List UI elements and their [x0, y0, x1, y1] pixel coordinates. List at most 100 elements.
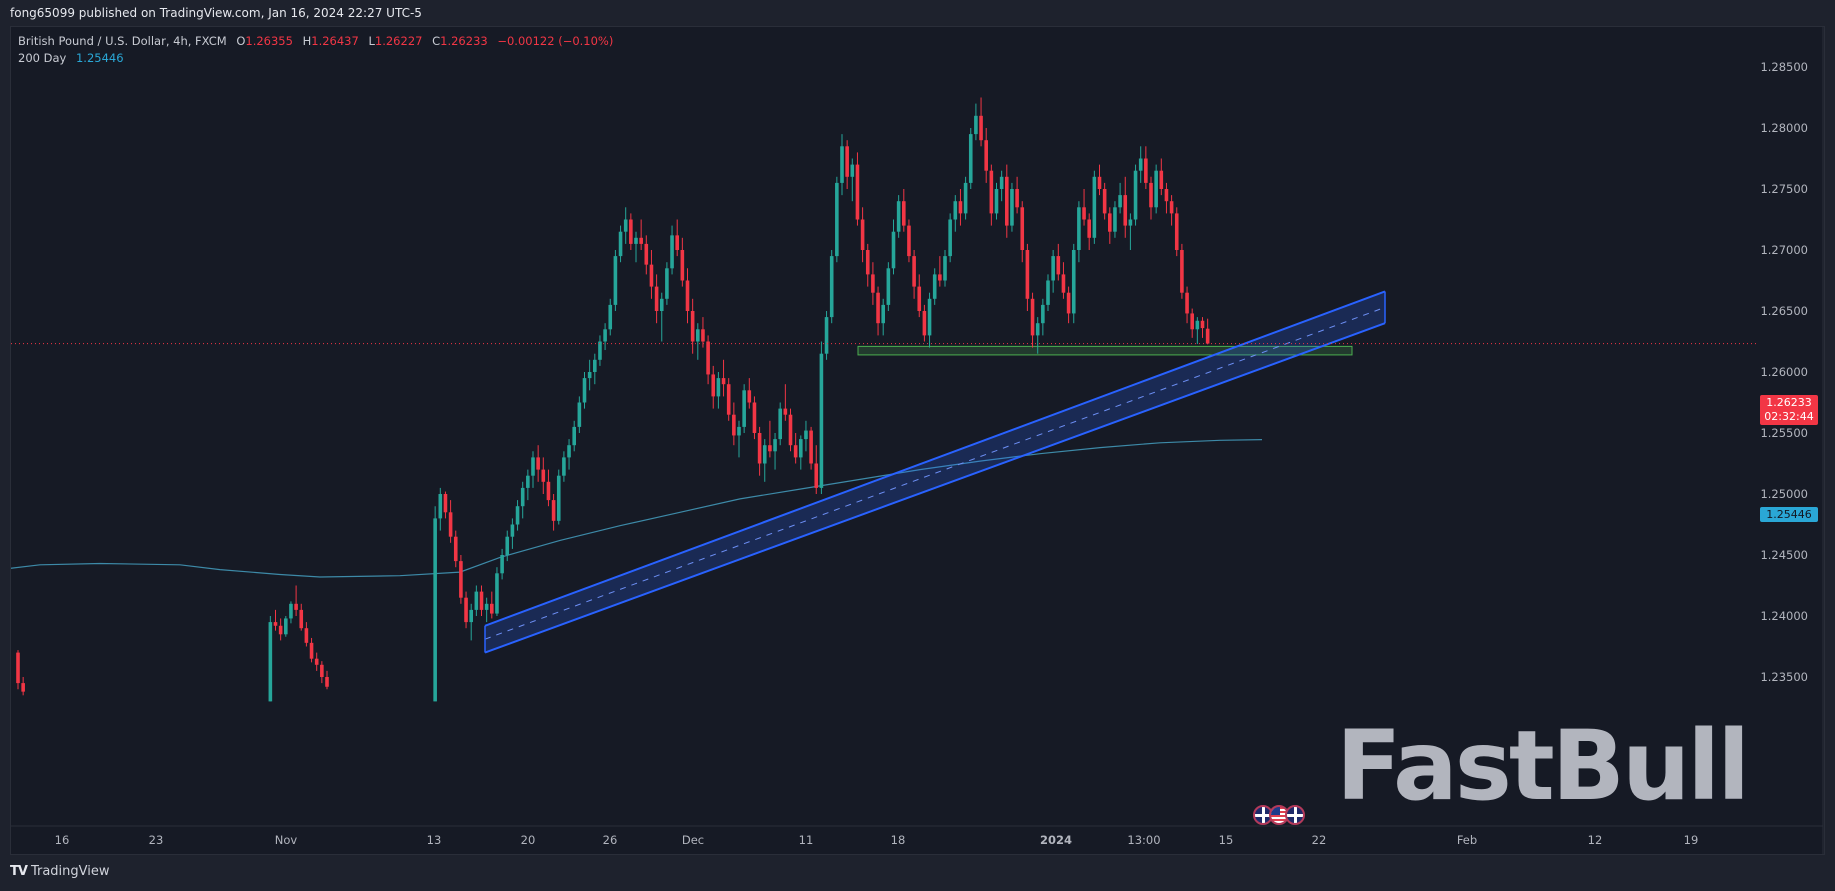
candle-body [850, 164, 855, 177]
plot-area [11, 97, 1757, 702]
high-label: H [302, 34, 312, 48]
candle-body [659, 298, 664, 311]
candle-body [865, 250, 870, 275]
channel-upper-line [484, 290, 1386, 627]
candle-body [690, 311, 695, 342]
uk-flag-icon[interactable] [1253, 805, 1273, 825]
time-axis-label: 12 [1588, 833, 1603, 847]
candle-body [721, 378, 726, 385]
candle-body [1005, 176, 1009, 226]
candle-body [762, 445, 767, 464]
legend-symbol-row: British Pound / U.S. Dollar, 4h, FXCM O1… [18, 33, 619, 50]
candle-body [809, 430, 813, 464]
candle-body [665, 268, 669, 299]
candle-body [490, 603, 494, 614]
candle-body [1082, 207, 1086, 220]
candle-body [1159, 170, 1164, 189]
time-axis-label: 11 [799, 833, 814, 847]
candle-body [783, 408, 788, 415]
candle-body [860, 219, 865, 250]
candle-body [824, 317, 829, 354]
candle-body [1118, 195, 1122, 208]
time-axis-label: 19 [1684, 833, 1699, 847]
chart-panel[interactable] [10, 26, 1825, 855]
candle-body [546, 481, 551, 501]
candle-body [1164, 189, 1169, 202]
footer-branding[interactable]: TV TradingView [10, 864, 109, 879]
time-axis-label: 20 [521, 833, 536, 847]
candle-body [474, 591, 479, 610]
candle-body [876, 292, 880, 324]
candle-body [768, 445, 772, 452]
candle-body [1092, 176, 1097, 238]
candle-body [819, 353, 824, 488]
candle-body [999, 176, 1004, 189]
candle-body [948, 219, 952, 257]
candle-body [716, 378, 721, 397]
candle-body [603, 329, 607, 342]
candle-body [556, 475, 561, 521]
price-axis-label: 1.26500 [1760, 304, 1808, 318]
candle-body [639, 237, 643, 244]
candle-body [793, 445, 798, 458]
candle-body [1144, 158, 1148, 183]
candle-body [1200, 320, 1205, 329]
time-axis-label: Dec [682, 833, 704, 847]
price-axis-label: 1.24000 [1760, 609, 1808, 623]
chart-legend: British Pound / U.S. Dollar, 4h, FXCM O1… [18, 33, 619, 67]
candle-body [1025, 250, 1030, 299]
candle-body [685, 280, 690, 311]
candle-body [314, 658, 319, 665]
symbol-title[interactable]: British Pound / U.S. Dollar, 4h, FXCM [18, 34, 227, 48]
open-value: 1.26355 [245, 34, 293, 48]
candle-body [1071, 250, 1076, 314]
candle-body [701, 329, 705, 342]
price-axis-label: 1.26000 [1760, 365, 1808, 379]
candle-body [799, 439, 803, 458]
candle-body [974, 115, 978, 135]
candle-body [953, 201, 958, 220]
candle-body [495, 573, 499, 614]
candle-body [644, 243, 649, 265]
economic-events[interactable] [1253, 805, 1305, 825]
candle-body [696, 329, 700, 342]
indicator-name[interactable]: 200 Day [18, 51, 67, 65]
time-axis-label: 26 [603, 833, 618, 847]
open-label: O [236, 34, 246, 48]
candle-body [1035, 323, 1040, 336]
candle-body [479, 591, 484, 610]
candle-body [320, 664, 324, 677]
candle-body [670, 235, 674, 269]
candle-body [912, 256, 916, 287]
candle-body [443, 494, 448, 513]
candle-body [623, 219, 628, 232]
candle-body [871, 274, 875, 293]
candle-body [531, 457, 535, 476]
price-axis-label: 1.23500 [1760, 670, 1808, 684]
candle-body [21, 683, 25, 692]
candle-body [938, 274, 942, 281]
published-line: fong65099 published on TradingView.com, … [10, 6, 422, 20]
candle-body [1030, 298, 1035, 336]
candle-body [453, 536, 458, 562]
candle-body [1056, 256, 1061, 275]
close-value: 1.26233 [440, 34, 488, 48]
time-axis-label: 15 [1219, 833, 1234, 847]
candle-body [896, 201, 901, 232]
candle-body [1097, 176, 1102, 189]
last-price: 1.26233 [1766, 396, 1812, 409]
candle-body [726, 384, 731, 415]
candle-body [278, 625, 283, 635]
candle-body [747, 390, 752, 403]
time-axis-label: Nov [275, 833, 298, 847]
support-zone-rectangle [857, 345, 1353, 356]
candle-body [510, 524, 515, 537]
candle-body [1180, 250, 1184, 293]
uk-flag-icon[interactable] [1285, 805, 1305, 825]
candle-body [1077, 207, 1081, 250]
candle-body [675, 235, 679, 250]
candle-body [737, 426, 741, 436]
indicator-value: 1.25446 [75, 51, 124, 65]
time-axis-label: 16 [55, 833, 70, 847]
